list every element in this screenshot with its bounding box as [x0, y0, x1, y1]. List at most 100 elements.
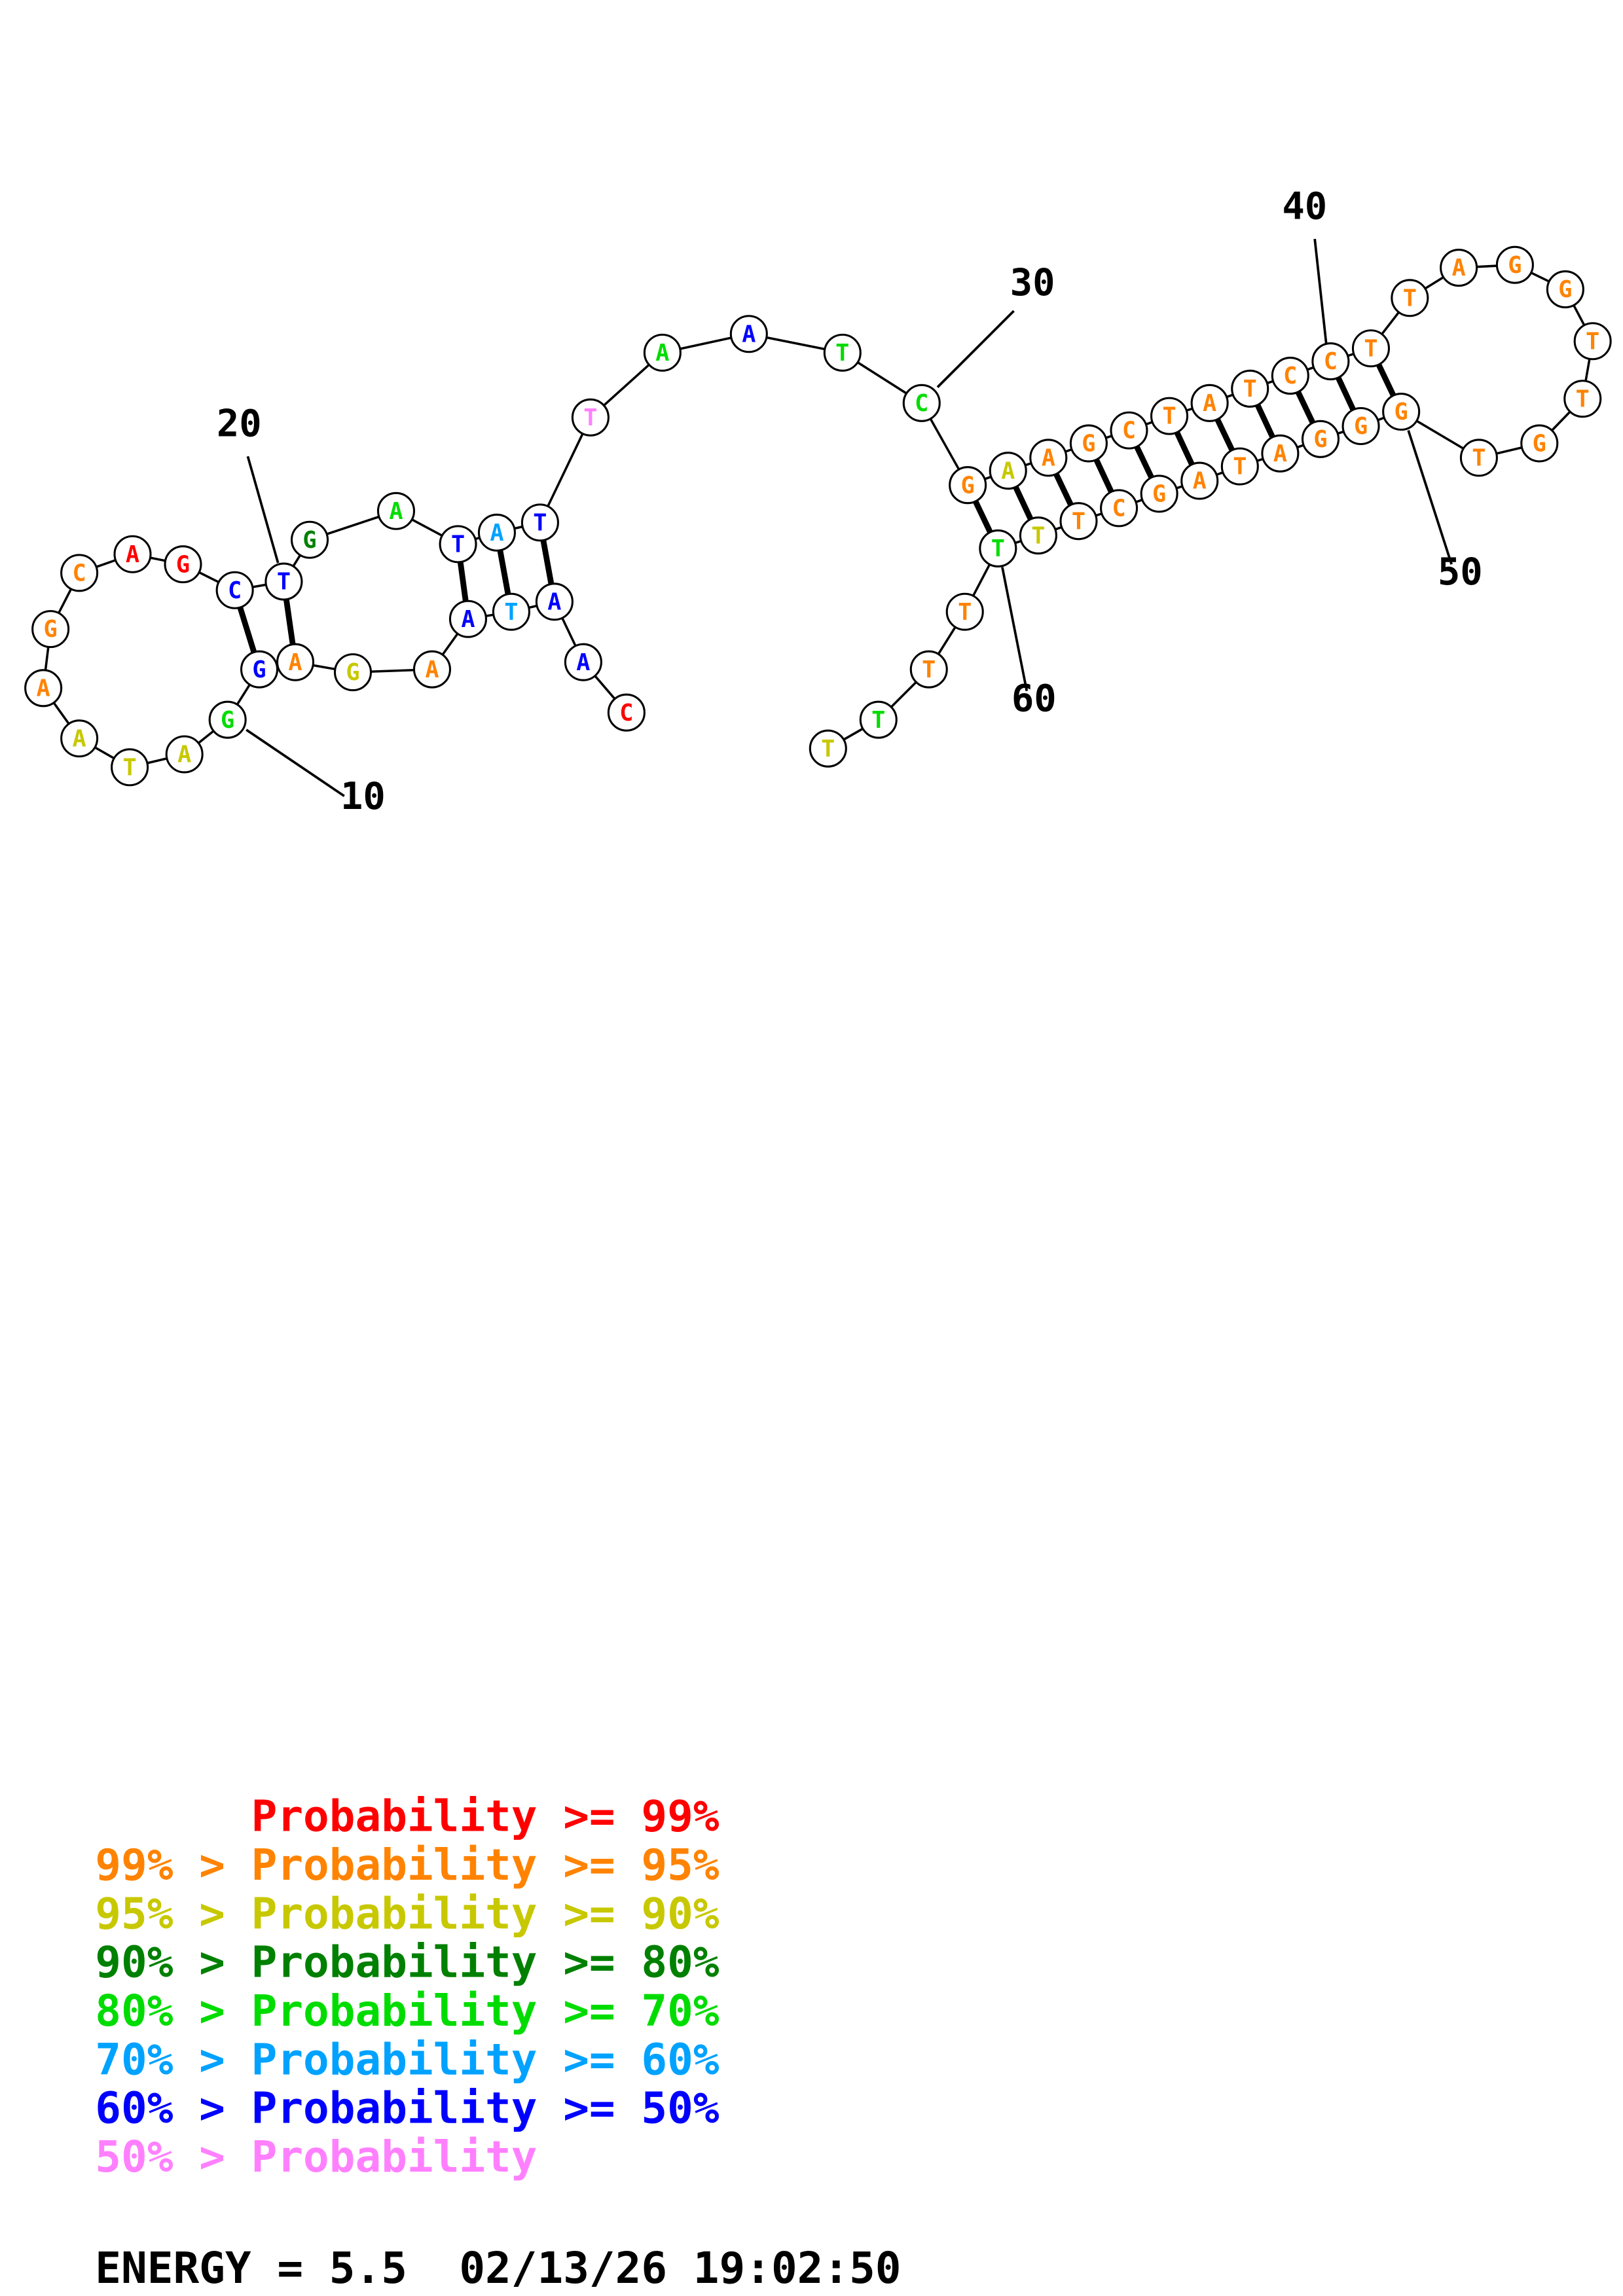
label-leader-layer — [246, 238, 1453, 797]
nucleotide-base-26: T — [583, 404, 597, 431]
nucleotide-circle-55 — [1180, 461, 1219, 500]
nucleotide-circle-17 — [113, 535, 152, 573]
nucleotide-circle-52 — [1301, 420, 1340, 458]
nucleotide-circle-26 — [571, 398, 610, 437]
nucleotide-circle-16 — [60, 554, 99, 592]
legend-line-p90: 95% > Probability >= 90% — [95, 1888, 719, 1939]
nucleotide-circle-4 — [492, 592, 530, 631]
nucleotide-base-19: C — [228, 577, 242, 604]
nucleotide-circle-40 — [1311, 342, 1350, 381]
nucleotide-base-15: G — [44, 616, 58, 643]
nucleotide-circle-10 — [208, 700, 247, 739]
nucleotide-base-9: G — [252, 656, 266, 683]
nucleotide-base-18: G — [176, 551, 190, 578]
nucleotide-base-8: A — [288, 649, 302, 676]
footer: ENERGY = 5.5 02/13/26 19:02:50 — [95, 2243, 901, 2293]
nucleotide-circle-5 — [448, 600, 487, 638]
nucleotide-circle-56 — [1140, 475, 1178, 513]
nucleotide-circle-12 — [111, 748, 149, 787]
nucleotide-base-45: G — [1558, 276, 1572, 303]
nucleotide-circle-54 — [1220, 447, 1259, 486]
nucleotide-circle-25 — [520, 503, 559, 542]
position-label-layer: 10 20 30 40 50 60 — [217, 185, 1483, 818]
nucleotide-base-52: G — [1313, 426, 1327, 453]
nucleotide-circle-35 — [1110, 411, 1148, 450]
position-leader-line — [936, 310, 1015, 388]
nucleotide-base-61: T — [958, 599, 972, 626]
nucleotide-circle-57 — [1100, 489, 1139, 528]
nucleotide-base-14: A — [37, 675, 50, 702]
nucleotide-base-11: A — [177, 742, 191, 768]
position-label-30: 30 — [1010, 261, 1055, 304]
nucleotide-base-35: C — [1122, 418, 1136, 444]
nucleotide-circle-23 — [439, 525, 477, 564]
nucleotide-circle-38 — [1231, 369, 1269, 408]
nucleotide-circle-22 — [376, 492, 416, 530]
nucleotide-circle-46 — [1573, 322, 1612, 361]
nucleotide-base-13: A — [73, 725, 86, 752]
nucleotide-base-62: T — [922, 656, 936, 683]
nucleotide-circle-50 — [1382, 392, 1421, 431]
nucleotide-circle-13 — [60, 719, 99, 758]
nucleotide-base-47: T — [1576, 386, 1590, 412]
position-leader-line — [246, 456, 280, 564]
nucleotide-base-2: A — [576, 649, 590, 676]
nucleotide-base-16: C — [73, 560, 86, 586]
nucleotide-base-33: A — [1042, 444, 1055, 471]
nucleotide-base-6: A — [425, 656, 439, 683]
nucleotide-base-54: T — [1233, 454, 1247, 480]
nucleotide-base-58: T — [1072, 508, 1085, 535]
nucleotide-circle-1 — [607, 693, 646, 732]
nucleotide-circle-14 — [24, 669, 63, 708]
nucleotide-circle-60 — [979, 529, 1017, 567]
nucleotide-circle-33 — [1029, 439, 1068, 477]
nucleotide-base-23: T — [451, 531, 465, 558]
nucleotide-circle-3 — [535, 583, 574, 621]
legend: Probability >= 99%99% > Probability >= 9… — [95, 1791, 719, 2182]
nucleotide-base-22: A — [389, 498, 403, 525]
position-label-20: 20 — [217, 402, 262, 445]
nucleotide-circle-36 — [1150, 397, 1189, 435]
nucleotide-circle-21 — [290, 520, 329, 559]
position-leader-line — [246, 728, 345, 797]
nucleotide-base-63: T — [871, 707, 885, 734]
nucleotide-circle-61 — [945, 592, 984, 631]
nucleotide-base-38: T — [1243, 376, 1257, 403]
nucleotide-base-59: T — [1031, 522, 1045, 549]
nucleotide-base-43: A — [1452, 255, 1466, 281]
nucleotide-base-1: C — [619, 700, 633, 726]
nucleotide-base-57: C — [1112, 495, 1125, 522]
position-label-40: 40 — [1282, 185, 1327, 228]
nucleotide-base-39: C — [1283, 363, 1297, 389]
legend-line-p95: 99% > Probability >= 95% — [95, 1840, 719, 1890]
nucleotide-base-50: G — [1395, 399, 1408, 425]
nucleotide-circle-18 — [164, 545, 202, 584]
nucleotide-base-4: T — [504, 599, 518, 626]
nucleotide-circle-8 — [276, 643, 315, 681]
nucleotide-circle-32 — [989, 452, 1027, 490]
nucleotide-circle-6 — [412, 650, 451, 689]
nucleotide-base-56: G — [1152, 480, 1166, 507]
backbone-segment — [539, 417, 592, 524]
nucleotide-circle-27 — [643, 333, 682, 372]
nucleotide-base-31: G — [961, 472, 975, 499]
nucleotide-circle-62 — [909, 650, 948, 689]
nucleotide-base-48: G — [1533, 431, 1546, 457]
position-label-10: 10 — [340, 775, 386, 818]
nucleotide-base-10: G — [221, 707, 234, 734]
nucleotide-base-20: T — [277, 569, 291, 596]
nucleotide-circle-45 — [1546, 270, 1584, 309]
nucleotide-base-17: A — [126, 541, 139, 568]
nucleotide-base-29: T — [835, 340, 849, 367]
nucleotide-circle-47 — [1563, 380, 1602, 418]
nucleotide-base-27: A — [655, 340, 669, 367]
nucleotide-base-64: T — [821, 736, 835, 762]
nucleotide-circle-63 — [859, 700, 898, 739]
nucleotide-circle-53 — [1261, 434, 1300, 473]
nucleotide-base-7: G — [346, 659, 359, 686]
nucleotide-circle-48 — [1520, 424, 1559, 463]
nucleotide-base-51: G — [1354, 413, 1368, 440]
nucleotide-circle-24 — [477, 513, 516, 552]
nucleotide-base-34: G — [1082, 431, 1095, 457]
